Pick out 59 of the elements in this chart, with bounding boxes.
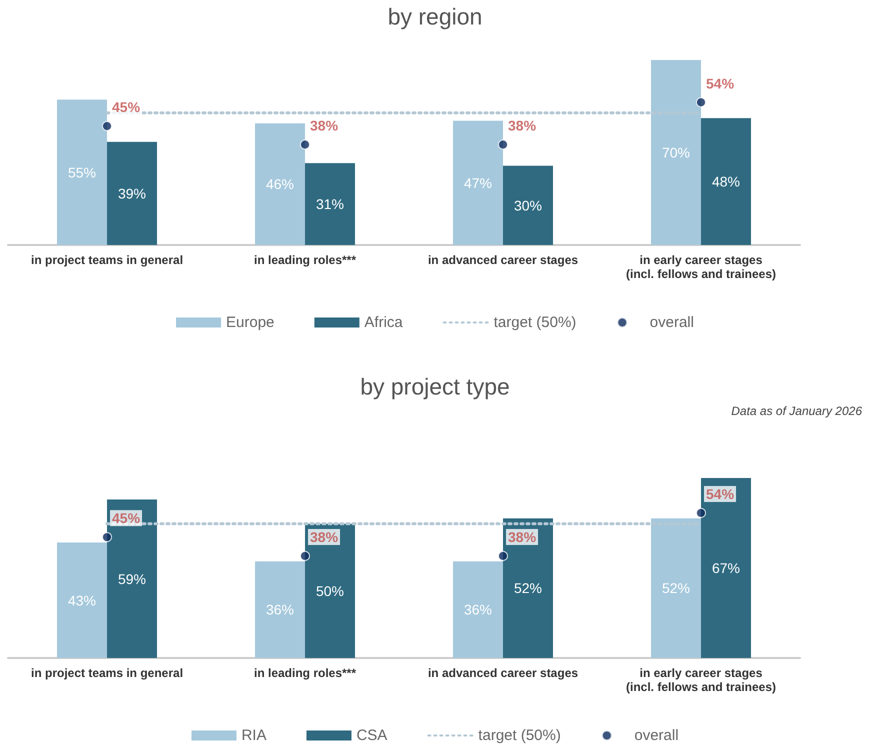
data-label: 45% bbox=[112, 510, 141, 526]
x-tick-label: in early career stages (incl. fellows and trainees) bbox=[626, 666, 776, 694]
bar bbox=[107, 500, 157, 658]
bar bbox=[453, 120, 503, 245]
x-tick-label: in project teams in general bbox=[30, 253, 184, 267]
x-tick-label: in leading roles*** bbox=[254, 666, 356, 680]
bar bbox=[57, 542, 107, 658]
legend-label: target (50%) bbox=[494, 314, 576, 331]
data-label: 39% bbox=[118, 185, 146, 202]
bar bbox=[453, 561, 503, 658]
x-tick-label: in advanced career stages bbox=[428, 666, 578, 680]
data-label: 45% bbox=[112, 99, 141, 116]
data-label: 30% bbox=[514, 197, 542, 214]
data-label: 52% bbox=[662, 580, 690, 596]
data-label: 67% bbox=[712, 560, 740, 576]
data-label: 50% bbox=[316, 582, 344, 599]
data-label: 43% bbox=[68, 592, 96, 608]
chart-title: by project type bbox=[360, 374, 510, 400]
data-label: 36% bbox=[266, 602, 294, 618]
data-label: 52% bbox=[514, 580, 542, 596]
bar bbox=[107, 142, 157, 245]
bar bbox=[651, 60, 701, 245]
x-tick-label: in early career stages (incl. fellows and trainees) bbox=[626, 253, 776, 281]
data-label: 36% bbox=[464, 602, 492, 618]
bar bbox=[503, 166, 553, 245]
text: Data as of January 2026 bbox=[731, 404, 862, 418]
legend-label: CSA bbox=[356, 727, 388, 744]
bar bbox=[305, 524, 355, 658]
bar bbox=[57, 100, 107, 245]
data-label: 55% bbox=[68, 164, 96, 180]
x-tick-label: in advanced career stages bbox=[428, 253, 578, 267]
data-label: 59% bbox=[118, 570, 146, 587]
bar bbox=[255, 123, 305, 245]
data-label: 31% bbox=[316, 196, 344, 212]
data-label: 38% bbox=[508, 528, 537, 545]
legend-label: target (50%) bbox=[478, 727, 561, 744]
x-tick-label: in project teams in general bbox=[30, 666, 184, 680]
data-label: 48% bbox=[712, 174, 740, 190]
data-label: 70% bbox=[662, 144, 690, 160]
data-label: 38% bbox=[310, 118, 339, 134]
data-label: 47% bbox=[464, 174, 492, 191]
x-tick-label: in leading roles*** bbox=[254, 253, 356, 267]
data-label: 46% bbox=[266, 176, 294, 192]
data-label: 38% bbox=[310, 528, 339, 545]
data-label: 54% bbox=[706, 75, 735, 92]
legend-label: overall bbox=[634, 727, 679, 744]
bar bbox=[651, 518, 701, 658]
data-label: 54% bbox=[706, 486, 735, 502]
legend-label: Europe bbox=[226, 314, 274, 331]
bar bbox=[305, 163, 355, 245]
legend-label: RIA bbox=[241, 727, 266, 744]
bar bbox=[701, 118, 751, 245]
legend-label: overall bbox=[650, 314, 694, 331]
chart-title: by region bbox=[388, 4, 482, 30]
legend-label: Africa bbox=[364, 314, 404, 331]
bar bbox=[503, 518, 553, 658]
bar bbox=[255, 561, 305, 658]
bar bbox=[701, 478, 751, 658]
data-label: 38% bbox=[508, 118, 537, 134]
